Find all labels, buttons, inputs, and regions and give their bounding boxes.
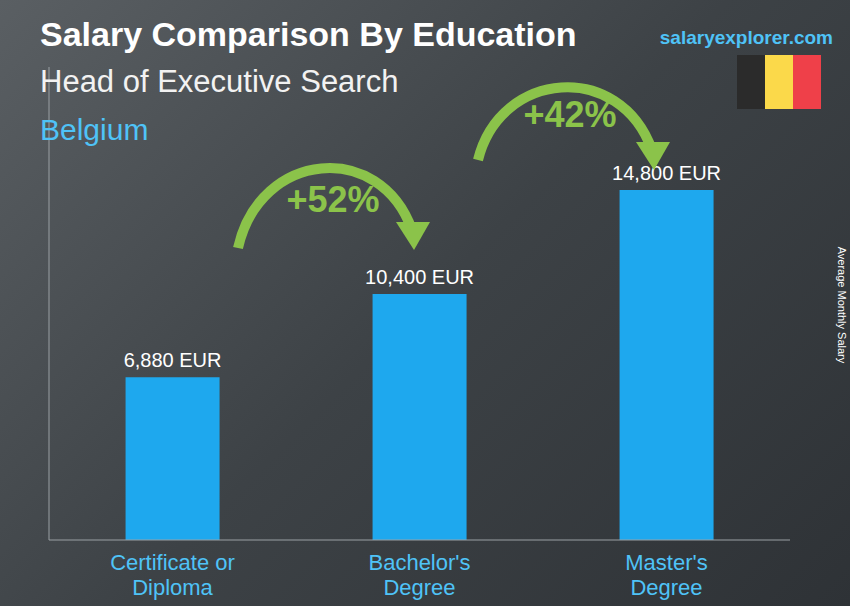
svg-text:10,400 EUR: 10,400 EUR xyxy=(365,266,474,288)
svg-text:6,880 EUR: 6,880 EUR xyxy=(124,349,222,371)
svg-text:Belgium: Belgium xyxy=(40,113,148,146)
svg-text:Bachelor's: Bachelor's xyxy=(368,550,470,575)
svg-text:Degree: Degree xyxy=(630,575,702,600)
svg-text:14,800 EUR: 14,800 EUR xyxy=(612,162,721,184)
svg-text:Diploma: Diploma xyxy=(132,575,213,600)
svg-text:Salary Comparison By Education: Salary Comparison By Education xyxy=(40,15,577,53)
svg-text:Master's: Master's xyxy=(625,550,707,575)
svg-text:+52%: +52% xyxy=(286,179,379,220)
svg-text:+42%: +42% xyxy=(523,94,616,135)
svg-text:Certificate or: Certificate or xyxy=(110,550,235,575)
svg-text:Head of Executive Search: Head of Executive Search xyxy=(40,64,398,99)
svg-text:salaryexplorer.com: salaryexplorer.com xyxy=(660,27,833,48)
svg-text:Degree: Degree xyxy=(383,575,455,600)
svg-text:Average Monthly Salary: Average Monthly Salary xyxy=(836,247,842,364)
